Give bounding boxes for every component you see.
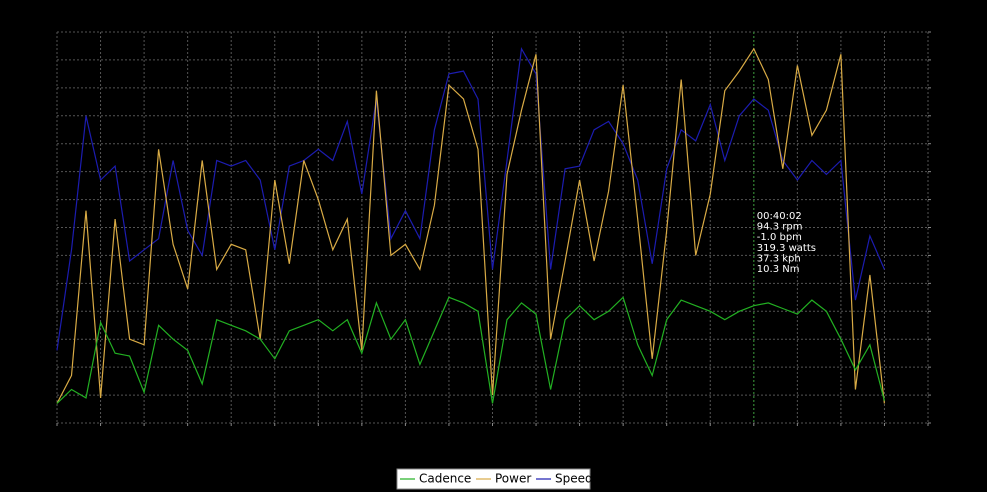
- tooltip-line: 319.3 watts: [757, 243, 816, 254]
- series-line: [56, 46, 885, 351]
- tooltip-line: 37.3 kph: [757, 253, 801, 264]
- legend-box: [396, 468, 591, 490]
- tooltip-line: -1.0 bpm: [757, 232, 802, 243]
- tooltip-line: 94.3 rpm: [757, 222, 803, 233]
- tooltip-line: 00:40:02: [757, 211, 802, 222]
- legend-label: Speed: [555, 472, 593, 486]
- tooltip-line: 10.3 Nm: [757, 264, 800, 275]
- series-line: [56, 296, 885, 404]
- legend-label: Power: [495, 472, 531, 486]
- series-line: [56, 47, 885, 404]
- legend-label: Cadence: [419, 472, 471, 486]
